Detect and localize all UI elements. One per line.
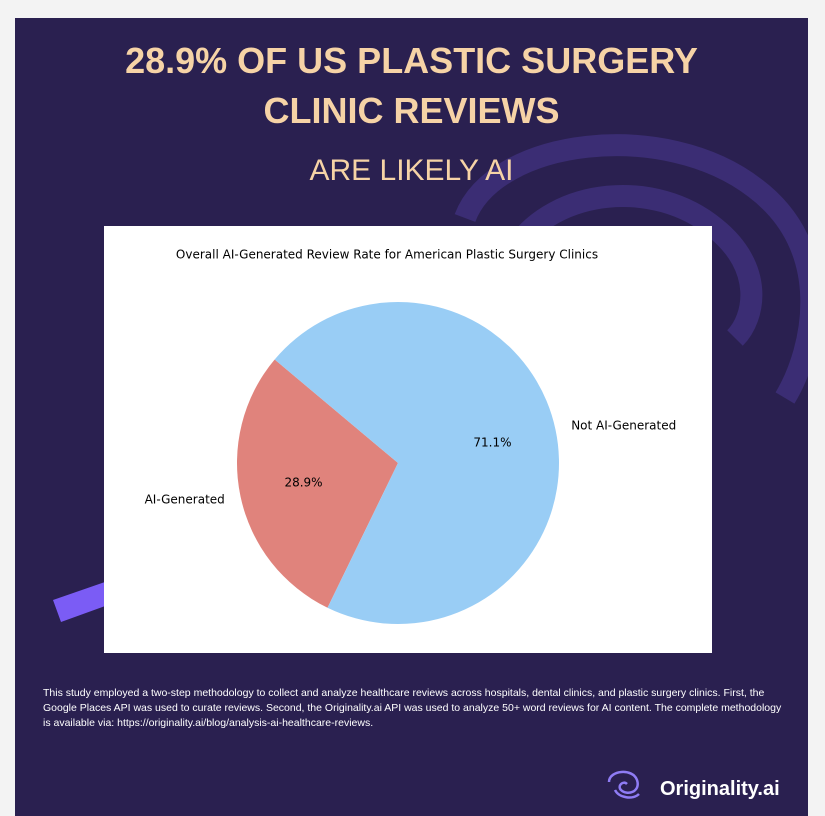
infographic: 28.9% OF US PLASTIC SURGERY CLINIC REVIE…	[15, 18, 808, 816]
value-label: 71.1%	[473, 435, 511, 449]
pie-slice	[274, 302, 559, 624]
slice-label: Not AI-Generated	[571, 419, 676, 433]
pie-slice	[237, 359, 398, 608]
brand: Originality.ai	[660, 778, 780, 800]
subtitle: ARE LIKELY AI	[309, 154, 514, 187]
slice-label: AI-Generated	[145, 492, 225, 506]
title: CLINIC REVIEWS	[263, 90, 560, 131]
logo-icon	[607, 770, 640, 799]
title: 28.9% OF US PLASTIC SURGERY	[125, 40, 698, 81]
chart: Overall AI-Generated Review Rate for Ame…	[104, 226, 712, 653]
methodology: This study employed a two-step methodolo…	[43, 687, 782, 729]
chart-title: Overall AI-Generated Review Rate for Ame…	[176, 248, 598, 262]
value-label: 28.9%	[284, 476, 322, 490]
